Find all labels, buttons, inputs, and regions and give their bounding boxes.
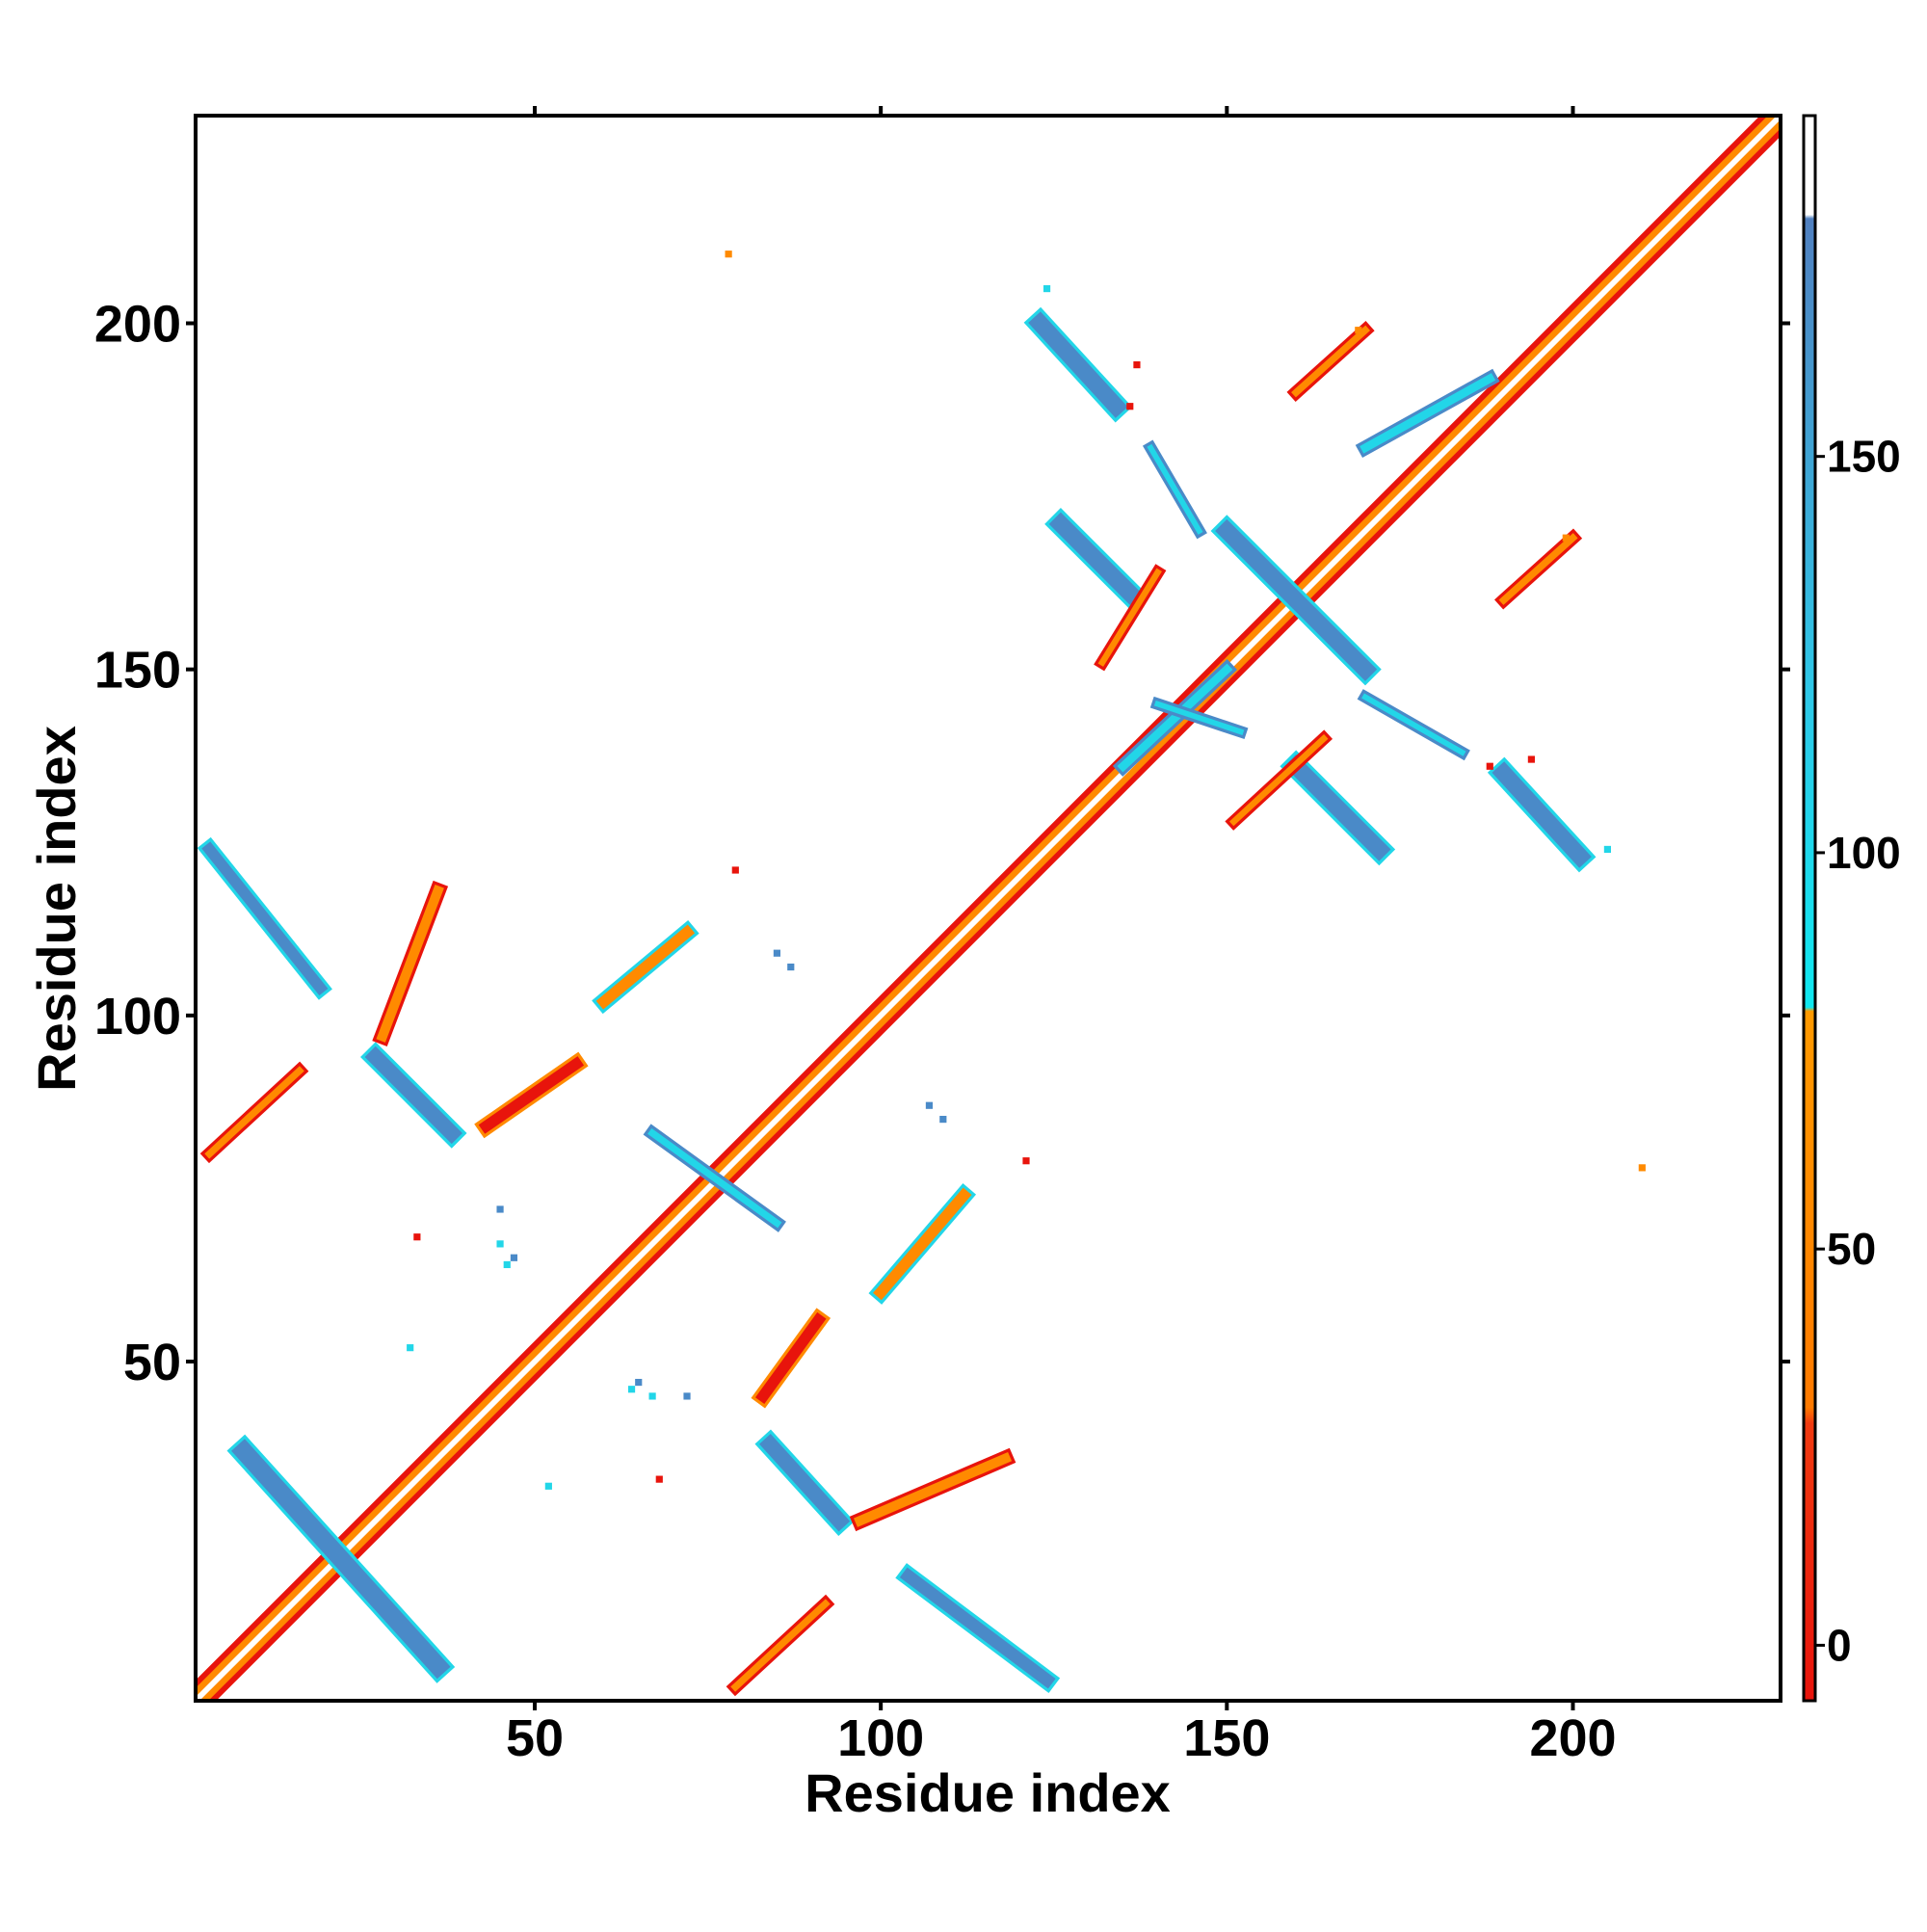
plot-area (196, 116, 1781, 1701)
contact-segment-0 (231, 1439, 451, 1680)
contact-point-26 (1355, 327, 1362, 334)
contact-segment-20 (1097, 568, 1162, 667)
colorbar-tick-label-0: 0 (1827, 1620, 1852, 1670)
y-tick-label-3: 200 (94, 296, 181, 354)
colorbar-gradient (1804, 116, 1815, 1701)
x-tick-label-0: 50 (506, 1709, 564, 1767)
axes: 50 100 150 200 50 100 150 200 (94, 106, 1790, 1767)
contact-point-7 (1603, 845, 1612, 854)
x-tick-label-1: 100 (837, 1709, 924, 1767)
contact-segment-3 (759, 1434, 851, 1532)
contact-point-8 (773, 949, 780, 957)
colorbar-frame (1802, 114, 1817, 1703)
contact-point-27 (1562, 534, 1570, 542)
contact-segment-13 (854, 1451, 1013, 1527)
contact-point-16 (627, 1386, 636, 1393)
colorbar-tick-label-3: 150 (1827, 432, 1901, 482)
contact-segment-27 (1153, 700, 1245, 735)
contact-segment-11 (478, 1056, 585, 1134)
contact-segment-1 (201, 841, 329, 996)
contact-segment-18 (1291, 325, 1371, 398)
contact-segment-26 (647, 1127, 782, 1229)
colorbar: 0 50 100 150 (1802, 114, 1901, 1703)
contact-segment-23 (1361, 693, 1466, 756)
contact-segment-17 (730, 1599, 831, 1692)
contact-segment-24 (1359, 373, 1496, 454)
contact-segment-7 (1215, 518, 1378, 681)
contact-segment-6 (1048, 512, 1142, 605)
contact-point-2 (731, 866, 739, 874)
contact-point-1 (1638, 1164, 1646, 1172)
x-axis-label: Residue index (805, 1762, 1171, 1823)
contact-point-23 (1133, 361, 1141, 369)
contact-segment-15 (873, 1187, 972, 1301)
contact-point-13 (510, 1254, 518, 1261)
contact-segment-8 (1283, 754, 1391, 861)
colorbar-tick-label-1: 50 (1827, 1224, 1876, 1274)
contact-segment-12 (755, 1311, 827, 1404)
contact-segment-25 (1117, 663, 1233, 773)
contact-point-25 (544, 1482, 552, 1490)
y-tick-label-0: 50 (123, 1334, 181, 1391)
contact-point-10 (939, 1116, 947, 1124)
contact-point-3 (1022, 1157, 1030, 1165)
contact-segment-21 (1228, 733, 1329, 827)
contact-point-18 (503, 1260, 511, 1269)
contact-point-20 (1126, 403, 1134, 410)
contact-segment-22 (1147, 443, 1203, 535)
contact-segment-16 (204, 1066, 304, 1159)
contact-segment-5 (1028, 311, 1128, 418)
diagonal-self-contact (196, 116, 1781, 1701)
contact-segment-14 (595, 924, 696, 1010)
y-tick-label-1: 100 (94, 988, 181, 1045)
contact-point-15 (635, 1378, 643, 1387)
contact-point-24 (407, 1344, 414, 1352)
contact-point-19 (496, 1240, 504, 1248)
contact-segment-4 (899, 1567, 1056, 1689)
contact-point-11 (925, 1101, 934, 1109)
contact-segment-2 (364, 1045, 462, 1145)
contact-point-21 (1486, 762, 1493, 770)
contact-point-12 (496, 1205, 504, 1213)
y-tick-label-2: 150 (94, 642, 181, 700)
x-tick-label-3: 200 (1529, 1709, 1616, 1767)
contact-point-14 (683, 1392, 691, 1400)
contact-point-4 (413, 1233, 421, 1241)
plot-frame (194, 114, 1782, 1703)
contact-segment-9 (1491, 761, 1592, 868)
contact-point-5 (655, 1475, 663, 1483)
contact-point-22 (1527, 755, 1535, 763)
contact-point-17 (648, 1392, 656, 1400)
contact-point-9 (787, 963, 795, 971)
colorbar-tick-label-2: 100 (1827, 828, 1901, 878)
contact-segment-10 (376, 885, 444, 1043)
y-axis-label: Residue index (26, 726, 87, 1092)
x-tick-label-2: 150 (1183, 1709, 1270, 1767)
contact-point-6 (1043, 284, 1051, 293)
contact-point-0 (725, 251, 732, 258)
contact-segment-19 (1498, 533, 1578, 605)
